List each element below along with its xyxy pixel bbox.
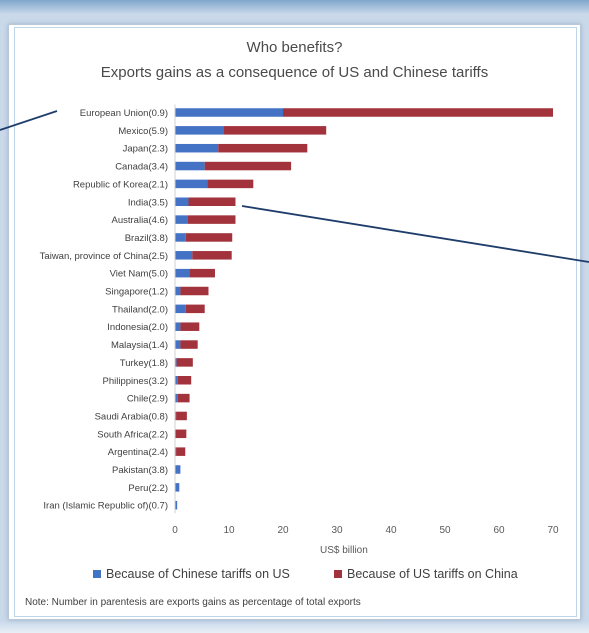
category-label: Malaysia(1.4) (111, 340, 168, 351)
category-label: European Union(0.9) (80, 108, 168, 119)
bar-segment-chinese-tariffs (175, 161, 205, 171)
callout-line-left (0, 110, 58, 131)
bars-layer (175, 108, 553, 510)
bar-segment-chinese-tariffs (175, 376, 178, 385)
bar-segment-chinese-tariffs (175, 179, 208, 189)
callout-line-right (241, 205, 589, 263)
bar-segment-us-tariffs (176, 447, 186, 456)
category-label: Iran (Islamic Republic of)(0.7) (43, 501, 168, 512)
bar-segment-us-tariffs (192, 251, 232, 260)
bar-segment-chinese-tariffs (175, 197, 189, 206)
bar-segment-chinese-tariffs (175, 500, 178, 510)
bar-segment-us-tariffs (180, 322, 200, 331)
bar-segment-chinese-tariffs (175, 483, 180, 492)
bar-segment-us-tariffs (177, 393, 190, 403)
bar-segment-us-tariffs (180, 286, 209, 296)
bar-segment-us-tariffs (223, 126, 327, 135)
bar-segment-chinese-tariffs (175, 322, 181, 331)
bar-segment-chinese-tariffs (175, 304, 186, 314)
category-label: Australia(4.6) (112, 215, 169, 226)
category-label: Thailand(2.0) (112, 304, 168, 315)
bar-segment-us-tariffs (185, 304, 205, 314)
legend-item-us-tariffs: Because of US tariffs on China (334, 567, 518, 581)
x-tick-label: 10 (223, 525, 235, 536)
background-gradient-bottom (0, 621, 589, 633)
bar-segment-chinese-tariffs (175, 393, 178, 403)
category-label: Argentina(2.4) (108, 447, 168, 458)
bar-segment-chinese-tariffs (175, 340, 181, 349)
x-tick-label: 0 (172, 525, 178, 536)
legend-swatch-blue (93, 569, 101, 578)
category-label: Singapore(1.2) (105, 287, 168, 298)
bar-segment-chinese-tariffs (175, 358, 177, 367)
chart-title: Who benefits? (246, 39, 343, 56)
bar-segment-chinese-tariffs (175, 233, 186, 242)
bar-segment-chinese-tariffs (175, 411, 177, 421)
category-label: Saudi Arabia(0.8) (95, 411, 168, 422)
bar-segment-chinese-tariffs (175, 251, 193, 260)
bar-segment-us-tariffs (180, 340, 198, 349)
category-label: India(3.5) (128, 197, 168, 208)
x-axis-ticks-layer: 0 10 20 30 40 50 60 70 (172, 104, 559, 536)
bar-segment-us-tariffs (185, 233, 233, 242)
chart-note: Note: Number in parentesis are exports g… (25, 597, 361, 608)
bar-segment-us-tariffs (283, 108, 553, 117)
legend-item-chinese-tariffs: Because of Chinese tariffs on US (93, 567, 290, 581)
category-label: Indonesia(2.0) (107, 322, 168, 333)
category-label: Philippines(3.2) (103, 376, 168, 387)
bar-segment-us-tariffs (177, 376, 192, 385)
category-label: Brazil(3.8) (125, 233, 168, 244)
bar-segment-chinese-tariffs (175, 215, 188, 224)
x-tick-label: 50 (439, 525, 451, 536)
category-label: Mexico(5.9) (118, 126, 168, 137)
x-tick-label: 30 (331, 525, 343, 536)
bar-segment-chinese-tariffs (175, 286, 181, 296)
bar-segment-chinese-tariffs (175, 126, 224, 135)
category-label: Pakistan(3.8) (112, 465, 168, 476)
category-label: South Africa(2.2) (97, 429, 168, 440)
bar-segment-us-tariffs (176, 411, 187, 421)
legend-label: Because of US tariffs on China (347, 567, 518, 581)
x-tick-label: 70 (547, 525, 559, 536)
category-label: Viet Nam(5.0) (110, 269, 168, 280)
x-tick-label: 60 (493, 525, 505, 536)
legend-label: Because of Chinese tariffs on US (106, 567, 290, 581)
bar-segment-chinese-tariffs (175, 108, 283, 117)
bar-segment-us-tariffs (189, 268, 215, 278)
category-label: Chile(2.9) (127, 394, 168, 405)
bar-segment-us-tariffs (188, 197, 236, 206)
chart-card (8, 24, 581, 620)
chart-subtitle: Exports gains as a consequence of US and… (100, 64, 489, 81)
bar-segment-us-tariffs (204, 161, 292, 171)
category-label: Canada(3.4) (115, 162, 168, 173)
x-axis-label: US$ billion (320, 545, 368, 556)
bar-segment-us-tariffs (176, 358, 193, 367)
bar-segment-chinese-tariffs (175, 465, 181, 474)
bar-segment-us-tariffs (175, 429, 187, 439)
bar-segment-us-tariffs (218, 143, 308, 153)
background-gradient-top (0, 0, 589, 14)
bar-segment-us-tariffs (207, 179, 254, 189)
legend-swatch-red (334, 569, 342, 578)
category-label: Peru(2.2) (128, 483, 168, 494)
category-label: Japan(2.3) (123, 144, 168, 155)
x-tick-label: 40 (385, 525, 397, 536)
bar-segment-chinese-tariffs (175, 268, 190, 278)
callout-lines-layer (0, 110, 589, 263)
category-label: Taiwan, province of China(2.5) (40, 251, 168, 262)
category-label: Turkey(1.8) (120, 358, 168, 369)
bar-segment-us-tariffs (187, 215, 236, 224)
category-labels-layer: European Union(0.9) Mexico(5.9) Japan(2.3)… (40, 108, 168, 512)
x-tick-label: 20 (277, 525, 289, 536)
bar-segment-chinese-tariffs (175, 447, 177, 456)
bar-segment-chinese-tariffs (175, 143, 219, 153)
category-label: Republic of Korea(2.1) (73, 179, 168, 190)
